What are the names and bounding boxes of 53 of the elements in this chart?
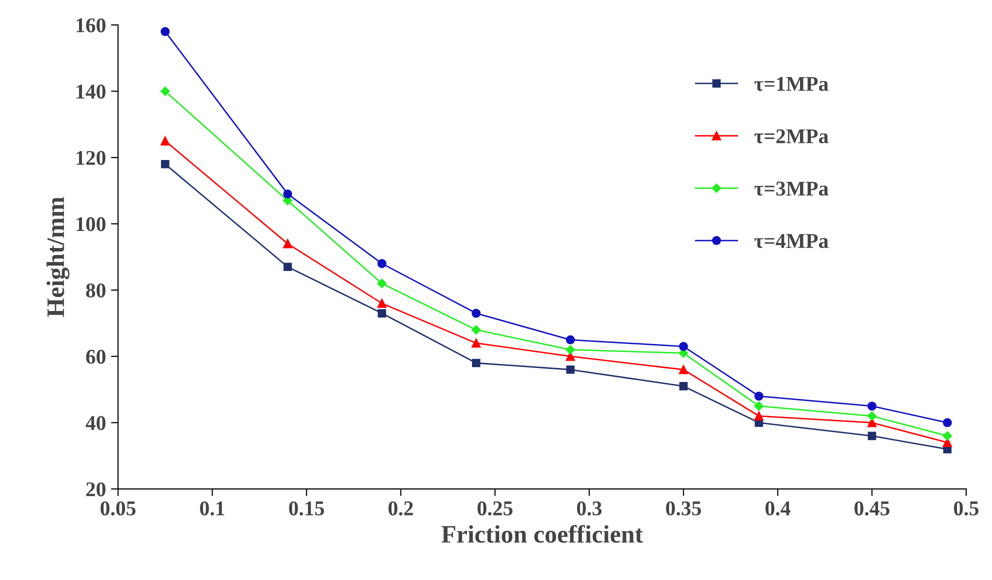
point [679, 382, 688, 390]
y-tick-label: 100 [76, 217, 106, 232]
point [942, 431, 952, 441]
point [377, 298, 386, 308]
point [472, 358, 480, 368]
x-tick-label: 0.25 [478, 501, 512, 516]
point [160, 136, 170, 146]
legend-label: τ=3MPa [754, 182, 828, 196]
x-tick-label: 0.4 [766, 501, 790, 516]
y-tick-label: 120 [76, 150, 106, 165]
y-tick-label: 40 [86, 416, 106, 430]
point [566, 365, 575, 374]
x-tick-label: 0.2 [388, 501, 413, 516]
point [678, 342, 688, 351]
point [754, 392, 764, 401]
x-tick-label: 0.1 [200, 501, 224, 516]
point [160, 27, 170, 36]
point [678, 365, 688, 374]
x-tick-label: 0.15 [289, 501, 324, 516]
point [377, 278, 387, 288]
point [283, 189, 292, 198]
x-tick-label: 0.3 [577, 501, 602, 516]
x-tick-label: 0.05 [100, 501, 136, 516]
point [378, 309, 386, 318]
point [754, 412, 764, 421]
point [161, 160, 170, 168]
y-tick-label: 20 [86, 482, 106, 496]
legend-label: τ=2MPa [754, 129, 828, 144]
x-tick-label: 0.45 [854, 501, 890, 516]
point [160, 86, 170, 96]
y-tick-label: 80 [86, 283, 106, 298]
point [283, 239, 292, 248]
y-tick-label: 140 [76, 84, 106, 99]
y-axis-title: Height/mm [46, 196, 70, 317]
x-tick-label: 0.5 [954, 501, 978, 516]
point [377, 259, 386, 268]
point [566, 345, 576, 354]
point [867, 411, 877, 421]
point [867, 402, 876, 411]
point [868, 432, 876, 440]
point [566, 335, 575, 344]
legend-label: τ=1MPa [754, 77, 828, 91]
point [754, 401, 764, 411]
x-tick-label: 0.35 [666, 501, 701, 516]
point [472, 325, 481, 334]
point [472, 308, 481, 318]
point [472, 338, 481, 348]
y-tick-label: 160 [76, 18, 106, 32]
y-tick-label: 60 [86, 350, 106, 364]
x-axis-title: Friction coefficient [442, 524, 644, 543]
point [284, 262, 292, 272]
legend-label: τ=4MPa [754, 234, 828, 248]
point [942, 418, 952, 428]
